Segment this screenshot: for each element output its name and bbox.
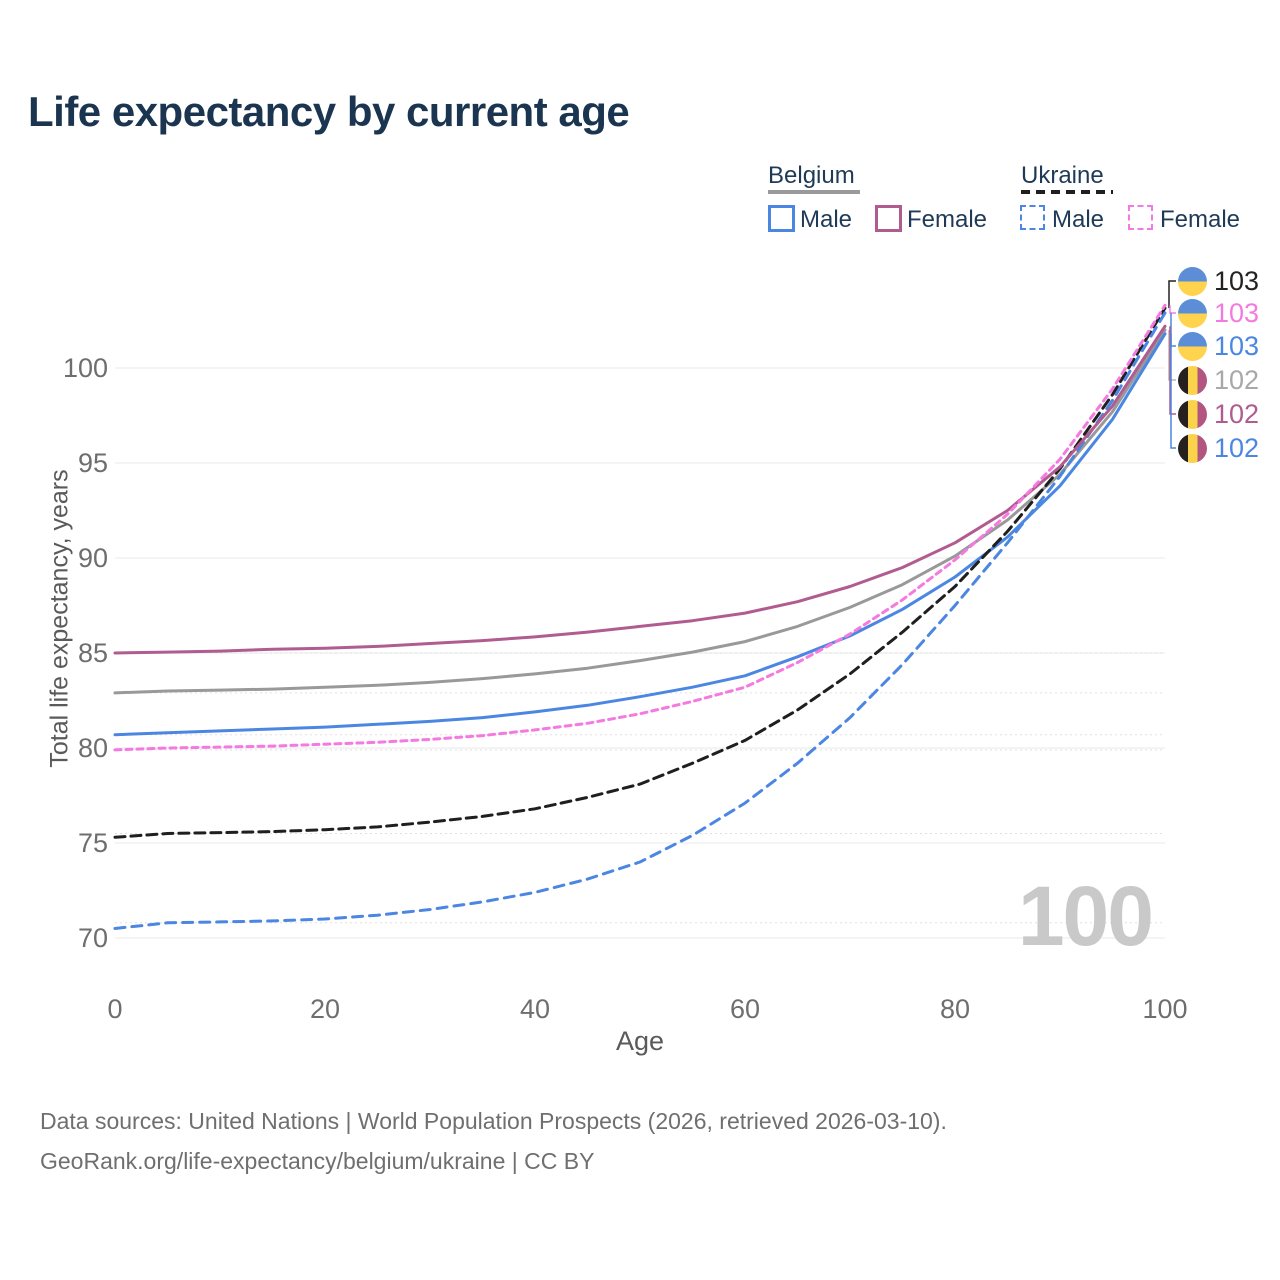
legend-ukraine-male-label[interactable]: Male [1052, 206, 1105, 233]
ukraine-flag-icon [1178, 298, 1207, 328]
end-label-row-belgium-male: 102 [1178, 433, 1259, 463]
leader-line [1169, 326, 1176, 415]
belgium-flag-icon [1178, 399, 1207, 429]
legend-ukraine-female-label[interactable]: Female [1160, 206, 1241, 233]
x-tick-0: 0 [107, 994, 122, 1024]
end-label-row-ukraine-male: 103 [1178, 331, 1259, 361]
x-tick-100: 100 [1142, 994, 1187, 1024]
legend-belgium-female-swatch[interactable] [875, 205, 902, 232]
leader-line [1169, 305, 1176, 314]
legend-belgium-line-swatch [768, 190, 860, 194]
footer-sources: Data sources: United Nations | World Pop… [40, 1108, 947, 1134]
legend-ukraine-female-swatch[interactable] [1128, 205, 1153, 230]
y-axis-title: Total life expectancy, years [45, 469, 74, 768]
y-tick-75: 75 [78, 828, 108, 858]
ukraine-flag-icon [1178, 266, 1207, 296]
end-label-row-belgium-total: 102 [1178, 365, 1259, 395]
leader-line [1170, 333, 1176, 449]
legend-ukraine-male-swatch[interactable] [1020, 205, 1045, 230]
legend-belgium-female-label[interactable]: Female [907, 206, 988, 233]
legend-belgium-male-label[interactable]: Male [800, 206, 853, 233]
series-belgium-female-line[interactable] [113, 324, 1167, 655]
y-tick-80: 80 [78, 733, 108, 763]
y-tick-85: 85 [78, 638, 108, 668]
legend-group-ukraine: Ukraine [1021, 162, 1104, 189]
x-axis-title: Age [615, 1026, 665, 1056]
series-belgium-male-line[interactable] [113, 332, 1167, 737]
footer-attribution: GeoRank.org/life-expectancy/belgium/ukra… [40, 1148, 595, 1174]
leader-line [1168, 280, 1176, 309]
legend-belgium-male-swatch[interactable] [768, 205, 795, 232]
series-ukraine-total-line[interactable] [113, 306, 1167, 839]
y-tick-95: 95 [78, 448, 108, 478]
end-label-value: 103 [1214, 297, 1260, 328]
end-label-value: 102 [1214, 398, 1260, 429]
x-tick-80: 80 [940, 994, 970, 1024]
y-tick-100: 100 [63, 353, 108, 383]
belgium-flag-icon [1178, 365, 1207, 395]
legend-ukraine-line-swatch [1021, 190, 1113, 194]
end-label-value: 103 [1214, 265, 1260, 296]
leader-line [1168, 330, 1176, 381]
age-watermark: 100 [1017, 869, 1154, 963]
series-belgium-total-line[interactable] [113, 328, 1167, 695]
x-tick-20: 20 [310, 994, 340, 1024]
legend-group-belgium: Belgium [768, 162, 855, 189]
series-ukraine-female-line[interactable] [113, 303, 1167, 752]
end-label-row-belgium-female: 102 [1178, 399, 1259, 429]
x-tick-40: 40 [520, 994, 550, 1024]
end-label-value: 102 [1214, 364, 1260, 395]
end-label-row-ukraine-female: 103 [1178, 298, 1259, 328]
end-label-value: 103 [1214, 330, 1260, 361]
end-label-row-ukraine-total: 103 [1178, 266, 1259, 296]
ukraine-flag-icon [1178, 331, 1207, 361]
y-tick-70: 70 [78, 923, 108, 953]
end-label-value: 102 [1214, 432, 1260, 463]
y-tick-90: 90 [78, 543, 108, 573]
belgium-flag-icon [1178, 433, 1207, 463]
x-tick-60: 60 [730, 994, 760, 1024]
series-ukraine-male-line[interactable] [113, 311, 1167, 930]
line-chart: 0 20 40 60 80 100 70 75 80 85 90 95 100 [63, 280, 1188, 1024]
page-title: Life expectancy by current age [28, 88, 630, 135]
